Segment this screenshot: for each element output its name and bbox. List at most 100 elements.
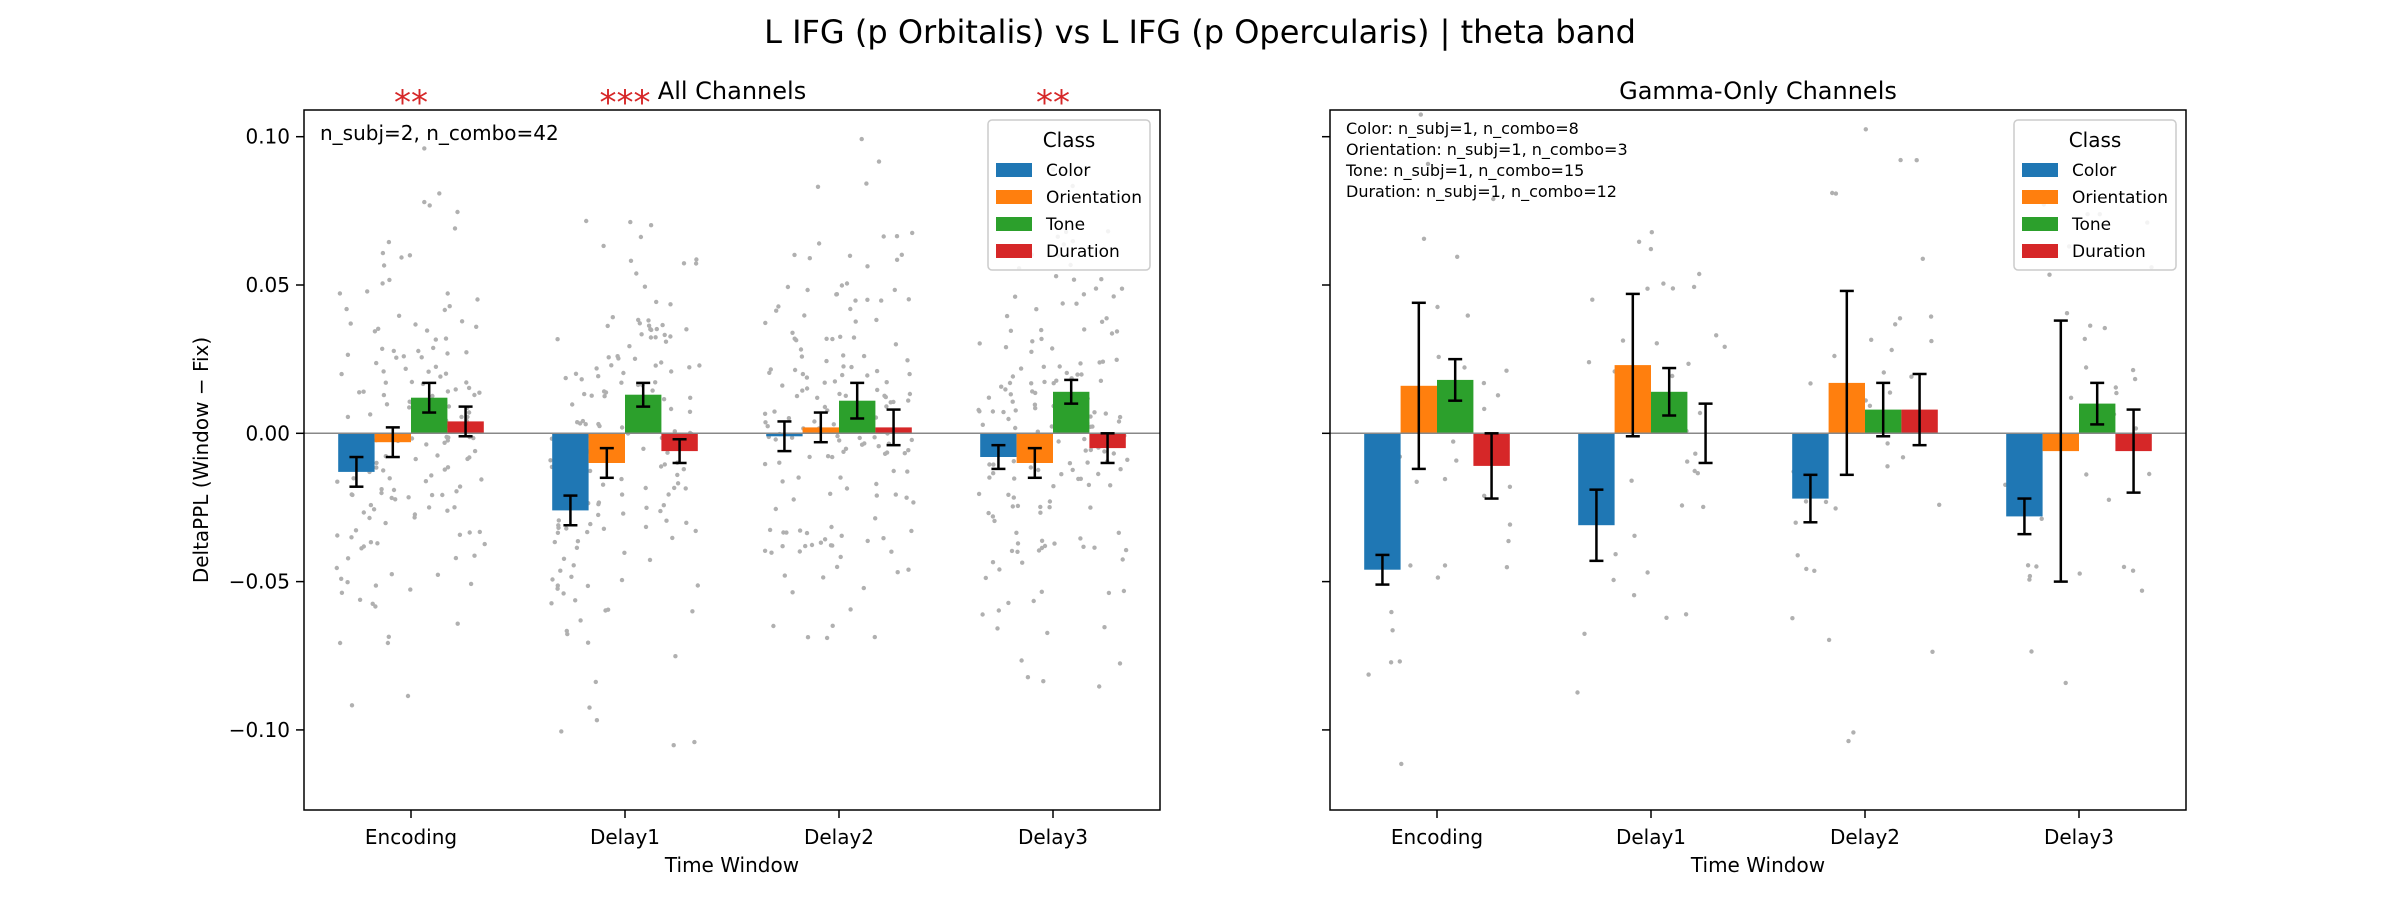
scatter-point xyxy=(459,414,464,420)
scatter-point xyxy=(2034,564,2039,569)
scatter-point xyxy=(374,360,379,366)
scatter-point xyxy=(767,370,772,375)
scatter-point xyxy=(804,530,810,536)
error-bar-tone-delay3 xyxy=(2090,381,2105,426)
error-bar-color-delay2 xyxy=(1803,473,1818,524)
scatter-point xyxy=(407,399,412,404)
y-tick-label: −0.05 xyxy=(229,570,290,594)
scatter-point xyxy=(1930,649,1935,654)
scatter-point xyxy=(2114,390,2119,396)
scatter-point xyxy=(339,576,344,581)
scatter-point xyxy=(575,420,580,425)
legend-box xyxy=(2013,119,2177,271)
scatter-point xyxy=(350,492,355,498)
scatter-point xyxy=(373,583,379,588)
scatter-point xyxy=(874,368,880,374)
scatter-point xyxy=(391,348,396,354)
scatter-point xyxy=(442,440,447,445)
scatter-point xyxy=(1041,364,1047,369)
scatter-point xyxy=(433,337,438,342)
scatter-point xyxy=(1388,660,1394,665)
scatter-point xyxy=(661,397,667,402)
x-tick-label: Delay2 xyxy=(1830,825,1900,849)
x-tick-label: Delay2 xyxy=(804,825,874,849)
scatter-point xyxy=(335,479,340,484)
scatter-point xyxy=(1451,439,1456,444)
scatter-point xyxy=(873,516,878,521)
scatter-point xyxy=(2027,577,2032,582)
scatter-point xyxy=(1006,492,1011,497)
scatter-point xyxy=(876,159,882,164)
scatter-point xyxy=(1030,389,1035,394)
scatter-point xyxy=(990,514,996,519)
scatter-point xyxy=(1031,598,1036,604)
scatter-point xyxy=(980,612,985,617)
scatter-point xyxy=(997,567,1002,572)
error-bar-orientation-delay3 xyxy=(2053,319,2068,583)
scatter-point xyxy=(1011,495,1016,500)
legend-swatch-tone xyxy=(996,217,1032,231)
scatter-point xyxy=(1435,575,1441,580)
scatter-point xyxy=(802,313,807,318)
scatter-point xyxy=(603,390,609,395)
annotation-text: Color: n_subj=1, n_combo=8 xyxy=(1346,119,1579,139)
scatter-point xyxy=(2130,367,2136,373)
scatter-point xyxy=(1013,408,1018,413)
scatter-point xyxy=(773,437,778,442)
scatter-point xyxy=(690,609,695,614)
scatter-point xyxy=(345,414,351,420)
scatter-point xyxy=(780,479,785,484)
scatter-point xyxy=(1928,314,1934,319)
scatter-point xyxy=(990,560,996,565)
scatter-point xyxy=(1029,381,1034,386)
legend-swatch-tone xyxy=(2022,217,2058,231)
scatter-point xyxy=(773,506,778,512)
scatter-point xyxy=(902,451,907,456)
scatter-point xyxy=(847,253,853,258)
scatter-point xyxy=(841,364,846,369)
scatter-point xyxy=(2139,588,2145,593)
scatter-point xyxy=(381,392,387,398)
scatter-point xyxy=(1399,761,1404,767)
scatter-point xyxy=(1389,609,1394,615)
scatter-point xyxy=(1119,286,1125,291)
scatter-point xyxy=(1038,510,1043,515)
scatter-point xyxy=(345,556,351,561)
scatter-point xyxy=(430,393,435,399)
error-bar-duration-delay3 xyxy=(2126,408,2141,494)
scatter-point xyxy=(1885,464,1890,469)
scatter-point xyxy=(575,539,581,544)
scatter-point xyxy=(1686,361,1691,366)
scatter-point xyxy=(585,640,591,645)
scatter-point xyxy=(830,336,835,342)
scatter-point xyxy=(862,441,867,446)
scatter-point xyxy=(619,380,624,385)
error-bar-orientation-encoding xyxy=(1411,301,1426,471)
scatter-point xyxy=(884,380,889,385)
scatter-point xyxy=(1086,482,1092,488)
scatter-point xyxy=(848,607,853,612)
scatter-point xyxy=(609,363,614,368)
scatter-point xyxy=(1613,552,1618,557)
scatter-point xyxy=(762,411,768,416)
scatter-point xyxy=(422,146,427,151)
scatter-point xyxy=(800,388,805,393)
scatter-point xyxy=(681,467,686,472)
scatter-point xyxy=(673,654,678,659)
scatter-point xyxy=(695,583,700,588)
scatter-point xyxy=(831,422,836,427)
scatter-point xyxy=(1109,331,1115,336)
scatter-point xyxy=(370,601,375,606)
scatter-point xyxy=(991,462,996,467)
scatter-point xyxy=(389,572,394,577)
scatter-point xyxy=(849,364,854,370)
scatter-point xyxy=(639,332,644,337)
scatter-point xyxy=(1482,406,1487,412)
x-tick-label: Delay3 xyxy=(1018,825,1088,849)
scatter-point xyxy=(693,261,699,266)
scatter-point xyxy=(800,371,806,377)
scatter-point xyxy=(1042,543,1048,549)
scatter-point xyxy=(416,348,421,354)
x-axis-label: Time Window xyxy=(664,853,799,877)
